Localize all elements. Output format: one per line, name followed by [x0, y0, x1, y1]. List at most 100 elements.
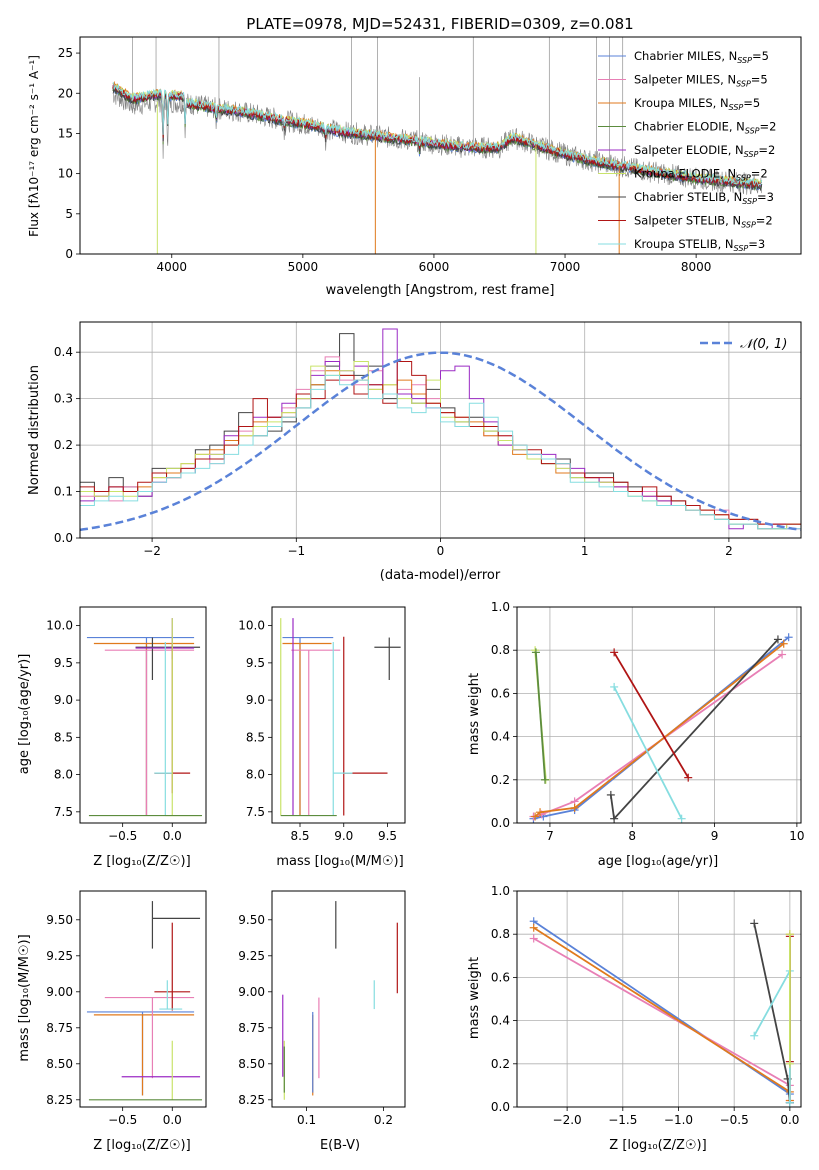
plot-area: [529, 917, 794, 1107]
mass-ebv-xlabel: E(B-V): [320, 1138, 360, 1153]
legend-label: Salpeter ELODIE, NSSP=2: [634, 143, 775, 159]
axes-frame: [79, 321, 802, 539]
y-tick-label: 0.2: [54, 438, 73, 452]
spectrum-xlabel: wavelength [Angstrom, rest frame]: [326, 283, 555, 298]
y-tick-label: 8.5: [246, 730, 265, 744]
mass-z-ylabel: mass [log₁₀(M/M☉)]: [17, 934, 32, 1061]
legend-label: Salpeter MILES, NSSP=5: [634, 73, 768, 89]
y-tick-label: 8.25: [46, 1093, 73, 1107]
plot-area: [86, 618, 203, 817]
y-tick-label: 10: [58, 167, 73, 181]
y-tick-label: 9.5: [246, 656, 265, 670]
y-tick-label: 9.50: [238, 913, 265, 927]
y-tick-label: 10.0: [238, 619, 265, 633]
y-tick-label: 0.8: [491, 927, 510, 941]
axes-frame: [271, 890, 406, 1108]
y-tick-label: 9.0: [54, 693, 73, 707]
legend-subscript: SSP: [744, 150, 759, 159]
mass-weight-line: [613, 651, 689, 779]
mass-weight-line: [534, 642, 785, 818]
age-vs-mass-panel: 8.5 9.0 9.5 7.5 8.0 8.5 9.0 9.5 10.0: [238, 606, 406, 843]
plot-area: [80, 328, 801, 538]
x-tick-label: 8000: [681, 260, 712, 274]
x-tick-label: 7000: [550, 260, 581, 274]
legend-label: Salpeter STELIB, NSSP=2: [634, 214, 773, 230]
age-mass-xlabel: mass [log₁₀(M/M☉)]: [276, 854, 403, 869]
mw-age-xlabel: age [log₁₀(age/yr)]: [598, 854, 719, 869]
y-tick-label: 0.4: [491, 1014, 510, 1028]
x-tick-label: 8.5: [290, 829, 309, 843]
legend-label-rest: =5: [743, 96, 760, 110]
y-tick-label: 9.00: [238, 985, 265, 999]
y-tick-label: 0.0: [491, 816, 510, 830]
y-tick-label: 8.5: [54, 730, 73, 744]
y-tick-label: 8.50: [238, 1057, 265, 1071]
y-tick-label: 9.25: [46, 949, 73, 963]
plot-area: [282, 901, 398, 1100]
y-tick-label: 9.0: [246, 693, 265, 707]
legend-label: Kroupa STELIB, NSSP=3: [634, 237, 765, 253]
y-tick-label: 0.2: [491, 773, 510, 787]
x-tick-label: 6000: [419, 260, 450, 274]
mass-vs-z-panel: −0.5 0.0 8.25 8.50 8.75 9.00 9.25 9.50: [46, 890, 207, 1127]
y-tick-label: 0.4: [54, 345, 73, 359]
legend-label-rest: =2: [760, 120, 777, 134]
plot-area: [112, 37, 763, 254]
y-tick-label: 1.0: [491, 884, 510, 898]
y-tick-label: 8.0: [54, 768, 73, 782]
histogram-panel: −2 −1 0 1 2 0.0 0.1 0.2 0.3 0.4: [54, 321, 802, 558]
legend-subscript: SSP: [741, 221, 756, 230]
y-tick-label: 9.25: [238, 949, 265, 963]
y-tick-label: 9.5: [54, 656, 73, 670]
legend-label: Chabrier ELODIE, NSSP=2: [634, 120, 776, 136]
y-tick-label: 7.5: [54, 805, 73, 819]
normal-curve: [80, 351, 801, 532]
mass-weight-line: [535, 652, 546, 780]
x-tick-label: 9.0: [334, 829, 353, 843]
y-tick-label: 25: [58, 46, 73, 60]
y-tick-label: 9.00: [46, 985, 73, 999]
x-tick-label: −1.5: [608, 1113, 637, 1127]
histogram-xlabel: (data-model)/error: [380, 568, 501, 583]
y-tick-label: 10.0: [46, 619, 73, 633]
x-tick-label: 0: [437, 544, 445, 558]
axes-frame: [516, 890, 802, 1108]
mw-z-xlabel: Z [log₁₀(Z/Z☉)]: [609, 1138, 706, 1153]
legend-label-rest: =3: [757, 190, 774, 204]
model-kroupa-stelib-n-ssp-: [112, 82, 763, 187]
y-tick-label: 7.5: [246, 805, 265, 819]
x-tick-label: 10: [789, 829, 804, 843]
legend-subscript: SSP: [742, 197, 757, 206]
mass-weight-vs-z-panel: −2.0 −1.5 −1.0 −0.5 0.0 0.0 0.2 0.4 0.6 0.8 1.0: [491, 884, 802, 1127]
histogram-step: [80, 360, 801, 538]
x-tick-label: 1: [581, 544, 589, 558]
x-tick-label: 7: [546, 829, 554, 843]
legend-subscript: SSP: [729, 103, 744, 112]
x-tick-label: 0.0: [780, 1113, 799, 1127]
y-tick-label: 0.6: [491, 686, 510, 700]
legend-label-rest: =5: [751, 73, 768, 87]
plot-area: [280, 618, 401, 817]
x-tick-label: 0.1: [297, 1113, 316, 1127]
y-tick-label: 0.4: [491, 730, 510, 744]
legend-label-rest: =5: [752, 49, 769, 63]
age-vs-z-panel: −0.5 0.0 7.5 8.0 8.5 9.0 9.5 10.0: [46, 606, 207, 843]
legend-subscript: SSP: [736, 174, 751, 183]
mass-weight-vs-age-panel: 7 8 9 10 0.0 0.2 0.4 0.6 0.8 1.0: [491, 600, 805, 843]
age-z-ylabel: age [log₁₀(age/yr)]: [17, 654, 32, 775]
legend-label-rest: =2: [756, 214, 773, 228]
legend-label: Kroupa ELODIE, NSSP=2: [634, 167, 768, 183]
mass-z-xlabel: Z [log₁₀(Z/Z☉)]: [93, 1138, 190, 1153]
y-tick-label: 0: [65, 247, 73, 261]
legend-label: Chabrier STELIB, NSSP=3: [634, 190, 774, 206]
legend-label-rest: =3: [748, 237, 765, 251]
legend-subscript: SSP: [745, 127, 760, 136]
model-salpeter-stelib-n-ssp-: [112, 83, 763, 189]
x-tick-label: 5000: [288, 260, 319, 274]
legend-label-rest: =2: [758, 143, 775, 157]
normal-legend-label: 𝒩(0, 1): [740, 337, 787, 352]
y-tick-label: 20: [58, 86, 73, 100]
x-tick-label: 0.0: [163, 1113, 182, 1127]
axes-frame: [79, 606, 207, 824]
